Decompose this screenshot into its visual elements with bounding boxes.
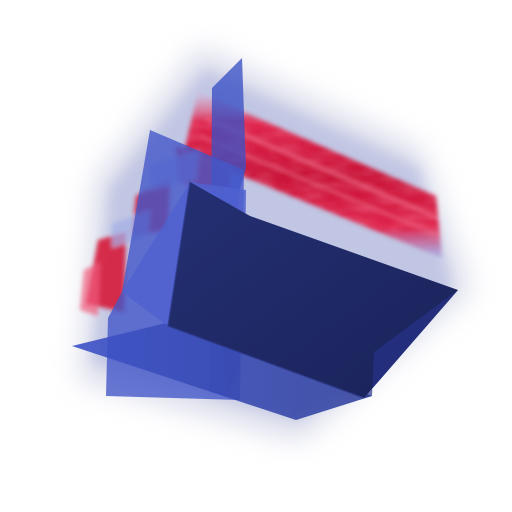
- slice-plane-horizontal: [72, 322, 372, 420]
- plane-edge-highlight: [167, 181, 365, 399]
- slice-plane-right-sliver: [364, 290, 458, 398]
